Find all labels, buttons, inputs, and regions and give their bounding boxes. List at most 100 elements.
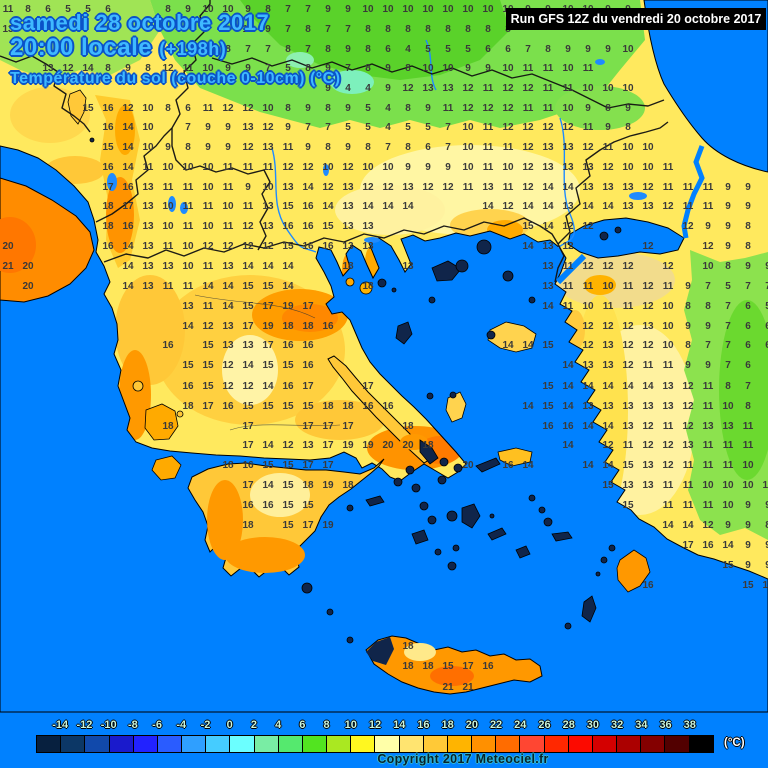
temperature-value: 12	[482, 103, 494, 114]
temperature-value: 14	[602, 460, 614, 471]
temperature-value: 13	[182, 301, 194, 312]
temperature-value: 16	[122, 182, 134, 193]
temperature-value: 8	[165, 4, 171, 15]
sea-shapes	[0, 0, 768, 713]
legend-tick-label: 0	[226, 719, 233, 731]
temperature-value: 9	[125, 63, 131, 74]
temperature-value: 12	[262, 241, 274, 252]
chios-island	[445, 391, 467, 423]
temperature-value: 17	[242, 480, 254, 491]
temperature-value: 17	[202, 401, 214, 412]
temperature-value: 10	[162, 221, 174, 232]
temperature-value: 10	[462, 122, 474, 133]
temperature-value: 11	[223, 162, 234, 173]
temperature-value: 10	[442, 63, 454, 74]
temperature-value: 11	[703, 401, 714, 412]
temperature-value: 10	[482, 4, 494, 15]
temperature-value: 20	[22, 281, 34, 292]
temperature-value: 9	[385, 83, 391, 94]
temperature-value: 13	[542, 162, 554, 173]
temperature-value: 12	[642, 340, 654, 351]
temperature-value: 11	[703, 500, 714, 511]
temperature-value: 9	[245, 4, 251, 15]
temperature-value: 13	[582, 162, 594, 173]
temperature-value: 9	[745, 560, 751, 571]
temperature-value: 9	[345, 4, 351, 15]
temperature-value: 11	[203, 301, 214, 312]
temperature-value: 6	[105, 4, 111, 15]
temperature-value: 15	[242, 401, 254, 412]
temperature-value: 21	[2, 261, 14, 272]
temperature-value: 13	[602, 360, 614, 371]
temperature-value: 10	[722, 401, 734, 412]
temperature-value: 11	[163, 182, 174, 193]
temperature-value: 7	[245, 44, 251, 55]
temperature-value: 11	[563, 301, 574, 312]
legend-tick-label: 26	[538, 719, 551, 731]
temperature-value: 11	[743, 440, 754, 451]
temperature-value: 16	[302, 221, 314, 232]
temperature-value: 8	[185, 142, 191, 153]
temperature-value: 14	[502, 340, 514, 351]
temperature-value: 13	[402, 182, 414, 193]
temperature-value: 12	[502, 122, 514, 133]
temperature-value: 19	[322, 520, 334, 531]
temperature-value: 14	[582, 421, 594, 432]
temperature-value: 18	[182, 401, 194, 412]
temperature-value: 11	[643, 360, 654, 371]
temperature-value: 15	[442, 661, 454, 672]
temperature-value: 4	[385, 122, 391, 133]
temperature-value: 18	[242, 520, 254, 531]
temperature-value: 7	[345, 24, 351, 35]
thasos-island	[476, 239, 492, 255]
temperature-value: 9	[725, 520, 731, 531]
temperature-value: 7	[305, 44, 311, 55]
temperature-value: 8	[405, 63, 411, 74]
temperature-value: 12	[62, 63, 74, 74]
temperature-value: 16	[302, 360, 314, 371]
temperature-value: 12	[162, 63, 174, 74]
temperature-value: 7	[325, 24, 331, 35]
temperature-value: 6	[385, 44, 391, 55]
temperature-value: 11	[723, 440, 734, 451]
legend-cell	[640, 735, 666, 753]
temperature-value: 10	[322, 162, 334, 173]
temperature-value: 11	[703, 201, 714, 212]
temperature-value: 16	[222, 401, 234, 412]
temperature-value: 15	[282, 360, 294, 371]
temperature-value: 17	[122, 201, 134, 212]
temperature-value: 15	[182, 360, 194, 371]
temperature-value: 11	[663, 182, 674, 193]
temperature-value: 13	[662, 401, 674, 412]
temperature-value: 17	[322, 421, 334, 432]
temperature-value: 14	[582, 381, 594, 392]
temperature-value: 10	[142, 142, 154, 153]
temperature-value: 16	[262, 500, 274, 511]
temperature-value: 10	[462, 4, 474, 15]
temperature-value: 20	[462, 460, 474, 471]
temperature-value: 11	[683, 480, 694, 491]
temperature-value: 8	[605, 103, 611, 114]
temperature-value: 9	[765, 261, 768, 272]
temperature-value: 21	[462, 682, 474, 693]
temperature-value: 9	[225, 142, 231, 153]
temperature-value: 7	[265, 63, 271, 74]
temperature-value: 11	[623, 281, 634, 292]
temperature-value: 12	[282, 162, 294, 173]
legend-tick-label: 36	[659, 719, 672, 731]
temperature-value: 9	[565, 44, 571, 55]
temperature-value: 16	[642, 580, 654, 591]
temperature-value: 10	[182, 162, 194, 173]
temperature-value: 12	[562, 122, 574, 133]
temperature-value: 13	[142, 261, 154, 272]
temperature-value: 9	[345, 142, 351, 153]
temperature-value: 15	[282, 520, 294, 531]
temperature-value: 8	[625, 122, 631, 133]
temperature-value: 13	[682, 440, 694, 451]
temperature-value: 10	[182, 261, 194, 272]
temperature-value: 11	[683, 182, 694, 193]
temperature-value: 6	[505, 44, 511, 55]
legend-cell	[664, 735, 690, 753]
temperature-value: 12	[662, 460, 674, 471]
